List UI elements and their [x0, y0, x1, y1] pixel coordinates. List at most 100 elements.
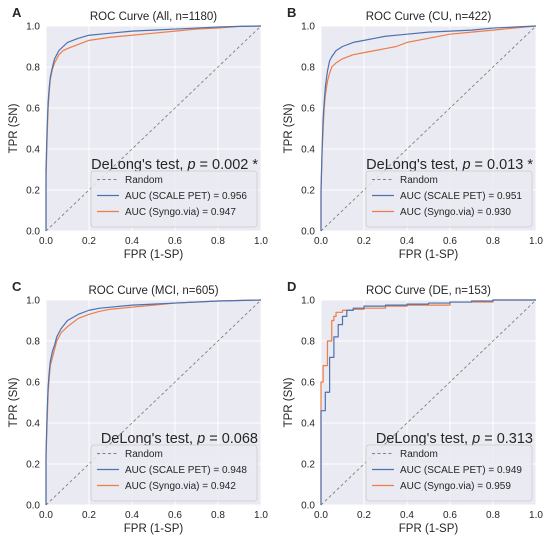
delong-annotation: DeLong's test, p = 0.002 *	[91, 157, 258, 173]
delong-prefix: DeLong's test,	[376, 431, 472, 447]
y-tick-label: 1.0	[26, 22, 40, 33]
chart-title: ROC Curve (MCI, n=605)	[88, 285, 218, 297]
delong-annotation: DeLong's test, p = 0.068	[101, 431, 258, 447]
y-tick-label: 0.6	[301, 104, 315, 115]
legend-entry: AUC (Syngo.via) = 0.959	[400, 481, 511, 492]
series-line-scale-pet	[45, 25, 262, 231]
delong-value: = 0.313	[480, 431, 533, 447]
legend-entry: AUC (Syngo.via) = 0.947	[125, 207, 236, 218]
panel-b: B ROC Curve (CU, n=422) 0.0 0.2 0.4 0.6 0.8 1.0…	[283, 5, 543, 261]
legend-box	[365, 444, 533, 502]
y-tick-label: 1.0	[301, 22, 315, 33]
legend-box	[365, 170, 533, 228]
y-tick-label: 0.2	[301, 460, 315, 471]
delong-prefix: DeLong's test,	[101, 431, 197, 447]
legend-entry: Random	[400, 449, 438, 460]
legend-entry: AUC (SCALE PET) = 0.949	[400, 465, 522, 476]
x-tick-label: 0.6	[168, 236, 182, 247]
x-tick-label: 0.0	[314, 510, 328, 521]
delong-prefix: DeLong's test,	[366, 157, 462, 173]
legend-box	[90, 170, 258, 228]
random-line	[45, 299, 262, 506]
y-tick-label: 0.4	[26, 145, 40, 156]
y-tick-label: 0.0	[26, 227, 40, 238]
delong-marker: *	[248, 157, 258, 173]
y-tick-label: 0.0	[26, 501, 40, 512]
y-axis-label: TPR (SN)	[283, 103, 295, 153]
panel-a: A ROC Curve (All, n=1180) 0.0 0.2 0.4 0.6 0.8 1…	[8, 5, 268, 261]
y-tick-label: 0.8	[301, 63, 315, 74]
x-tick-label: 0.4	[125, 236, 139, 247]
delong-annotation: DeLong's test, p = 0.313	[376, 431, 533, 447]
delong-p: p	[186, 157, 195, 173]
x-tick-label: 1.0	[529, 510, 543, 521]
x-tick-label: 1.0	[254, 236, 268, 247]
y-tick-label: 0.8	[301, 337, 315, 348]
x-tick-label: 0.0	[39, 510, 53, 521]
delong-marker: *	[523, 157, 533, 173]
x-tick-label: 0.4	[400, 236, 414, 247]
random-line	[45, 25, 262, 232]
random-line	[320, 25, 537, 232]
panel-letter: B	[287, 5, 296, 20]
y-tick-label: 0.8	[26, 63, 40, 74]
chart-title: ROC Curve (CU, n=422)	[366, 11, 492, 23]
y-tick-label: 0.2	[26, 186, 40, 197]
y-axis-label: TPR (SN)	[283, 377, 295, 427]
y-axis-label: TPR (SN)	[8, 103, 20, 153]
y-tick-label: 0.4	[301, 145, 315, 156]
panel-d: D ROC Curve (DE, n=153) 0.0 0.2 0.4 0.6 0.8 1.0…	[283, 279, 543, 535]
delong-value: = 0.002	[196, 157, 249, 173]
x-tick-label: 0.2	[357, 236, 371, 247]
x-tick-label: 0.2	[357, 510, 371, 521]
panel-c: C ROC Curve (MCI, n=605) 0.0 0.2 0.4 0.6 0.8 1.…	[8, 279, 268, 535]
x-tick-label: 0.8	[486, 236, 500, 247]
y-tick-label: 0.2	[26, 460, 40, 471]
series-line-scale-pet	[320, 25, 537, 231]
x-tick-label: 1.0	[254, 510, 268, 521]
panel-letter: C	[12, 279, 22, 294]
y-tick-label: 0.6	[26, 378, 40, 389]
x-tick-label: 0.8	[486, 510, 500, 521]
x-tick-label: 0.4	[125, 510, 139, 521]
series-line-scale-pet	[320, 299, 536, 505]
x-tick-label: 0.6	[443, 236, 457, 247]
legend-entry: AUC (Syngo.via) = 0.942	[125, 481, 236, 492]
chart-title: ROC Curve (All, n=1180)	[90, 11, 217, 23]
legend-entry: AUC (Syngo.via) = 0.930	[400, 207, 511, 218]
panel-letter: D	[287, 279, 296, 294]
x-tick-label: 0.4	[400, 510, 414, 521]
y-tick-label: 0.0	[301, 501, 315, 512]
delong-p: p	[471, 431, 480, 447]
delong-p: p	[196, 431, 205, 447]
x-tick-label: 0.2	[82, 236, 96, 247]
y-tick-label: 0.4	[301, 419, 315, 430]
legend-entry: AUC (SCALE PET) = 0.951	[400, 191, 522, 202]
y-tick-label: 1.0	[301, 296, 315, 307]
legend: Random AUC (SCALE PET) = 0.956 AUC (Syngo.…	[90, 170, 258, 228]
legend: Random AUC (SCALE PET) = 0.951 AUC (Syngo.…	[365, 170, 533, 228]
x-tick-label: 0.0	[39, 236, 53, 247]
legend: Random AUC (SCALE PET) = 0.949 AUC (Syngo.…	[365, 444, 533, 502]
legend-entry: AUC (SCALE PET) = 0.956	[125, 191, 247, 202]
y-tick-label: 0.6	[26, 104, 40, 115]
x-axis-label: FPR (1-SP)	[399, 249, 459, 261]
x-tick-label: 1.0	[529, 236, 543, 247]
y-tick-label: 0.2	[301, 186, 315, 197]
legend-entry: Random	[125, 449, 163, 460]
delong-p: p	[461, 157, 470, 173]
y-tick-label: 0.0	[301, 227, 315, 238]
y-tick-label: 1.0	[26, 296, 40, 307]
random-line	[320, 299, 537, 506]
y-tick-label: 0.8	[26, 337, 40, 348]
x-tick-label: 0.2	[82, 510, 96, 521]
panel-letter: A	[12, 5, 22, 20]
y-tick-label: 0.6	[301, 378, 315, 389]
x-axis-label: FPR (1-SP)	[124, 249, 184, 261]
x-tick-label: 0.6	[168, 510, 182, 521]
x-axis-label: FPR (1-SP)	[399, 523, 459, 535]
delong-annotation: DeLong's test, p = 0.013 *	[366, 157, 533, 173]
series-line-scale-pet	[45, 299, 262, 505]
x-axis-label: FPR (1-SP)	[124, 523, 184, 535]
y-tick-label: 0.4	[26, 419, 40, 430]
